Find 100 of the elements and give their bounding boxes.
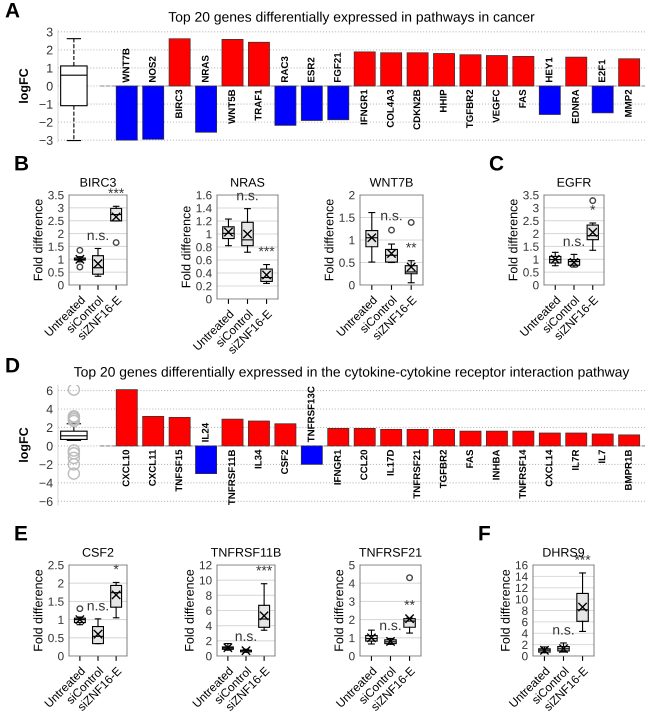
annotation: * <box>114 564 119 570</box>
chart-title: Top 20 genes differentially expressed in pathways in cancer <box>168 12 535 25</box>
y-tick-label: 6 <box>206 606 212 615</box>
x-tick-label: TNFRSF13C <box>308 386 314 442</box>
bar <box>486 430 508 446</box>
y-tick-label: −1 <box>40 100 53 109</box>
y-tick-label: 2.5 <box>48 216 64 226</box>
x-tick-label: RAC3 <box>281 56 288 82</box>
x-tick-label: CDKN2B <box>413 90 420 130</box>
y-tick-label: 3.5 <box>523 191 539 200</box>
x-tick-label: CXCL14 <box>546 450 552 486</box>
x-tick-label: IL7R <box>572 450 579 470</box>
x-tick-label: CXCL11 <box>148 450 156 486</box>
x-tick-label: TNFSF15 <box>175 450 182 492</box>
bar <box>222 418 244 446</box>
y-tick-label: 0 <box>46 442 53 451</box>
bar <box>592 434 614 446</box>
y-tick-label: 1 <box>349 236 355 244</box>
x-tick-label: FAS <box>466 450 474 468</box>
annotation: *** <box>256 566 272 571</box>
annotation: n.s. <box>381 212 402 220</box>
bar <box>195 86 217 133</box>
annotation: n.s. <box>88 232 108 240</box>
y-tick-label: 1.4 <box>196 204 212 212</box>
x-tick-label: TNFRSF11B <box>228 450 236 506</box>
bar <box>354 428 376 446</box>
bar <box>592 86 614 114</box>
y-tick-label: 2 <box>349 616 355 624</box>
bar <box>565 432 588 446</box>
y-tick-label: 2 <box>46 46 53 54</box>
y-tick-label: 2 <box>522 640 528 649</box>
y-tick-label: 0 <box>206 295 212 304</box>
bar <box>195 446 217 474</box>
bar <box>538 86 561 115</box>
y-tick-label: 1.5 <box>48 242 64 251</box>
bar <box>300 86 323 121</box>
y-tick-label: 1.5 <box>340 214 355 222</box>
y-tick-label: 3 <box>349 597 355 606</box>
y-tick-label: 3 <box>46 28 53 36</box>
x-tick-label: CCL20 <box>360 450 368 480</box>
y-tick-label: 2 <box>46 423 53 432</box>
y-tick-label: 4 <box>46 404 53 414</box>
y-tick-label: 0 <box>46 82 53 91</box>
x-tick-label: ESR2 <box>308 58 314 82</box>
x-tick-label: WNT5B <box>228 90 236 124</box>
y-tick-label: 0.5 <box>523 268 539 277</box>
y-tick-label: 4 <box>522 629 528 638</box>
y-tick-label: −2 <box>40 460 53 469</box>
bar <box>512 56 534 86</box>
x-tick-label: E2F1 <box>598 60 606 82</box>
y-tick-label: 4 <box>348 579 355 588</box>
x-tick-label: NOS2 <box>148 56 156 82</box>
x-tick-label: FAS <box>519 90 526 108</box>
y-tick-label: 0.5 <box>339 258 355 267</box>
bar <box>274 423 296 446</box>
y-tick-label: 0 <box>349 652 355 660</box>
bar <box>248 420 270 446</box>
y-tick-label: 2.5 <box>48 561 64 570</box>
text: B <box>15 156 28 170</box>
annotation: n.s. <box>236 633 256 642</box>
chart-title: BIRC3 <box>80 178 116 187</box>
bar <box>168 416 191 446</box>
text: A <box>6 3 20 18</box>
bar <box>116 86 138 141</box>
y-tick-label: 2.5 <box>523 216 539 226</box>
annotation: ** <box>406 242 416 248</box>
x-tick-label: CSF2 <box>281 450 288 474</box>
y-tick-label: −6 <box>40 497 53 506</box>
y-tick-label: 1 <box>58 616 64 624</box>
y-axis-title: Fold difference <box>184 570 194 651</box>
bar <box>380 428 402 446</box>
y-axis-title: Fold difference <box>181 206 190 288</box>
y-tick-label: −4 <box>40 478 53 488</box>
text: E <box>15 526 28 540</box>
y-axis-title: logFC <box>18 428 31 462</box>
y-tick-label: 0 <box>349 281 355 290</box>
text: F <box>479 526 490 540</box>
bar <box>406 52 429 86</box>
chart-title: TNFRSF21 <box>359 548 422 557</box>
bar <box>618 434 640 446</box>
chart-title: TNFRSF11B <box>210 548 281 557</box>
x-tick-label: INHBA <box>492 450 500 480</box>
bar <box>248 42 270 86</box>
annotation: *** <box>574 554 590 560</box>
y-tick-label: 8 <box>206 591 212 600</box>
y-axis-title: Fold difference <box>324 199 334 280</box>
x-tick-label: WNT7B <box>122 48 130 83</box>
y-tick-label: 8 <box>522 606 528 615</box>
y-tick-label: 0.8 <box>196 243 212 252</box>
y-tick-label: 0.2 <box>196 282 212 290</box>
bar <box>565 56 588 86</box>
x-tick-label: TGFBR2 <box>466 90 474 128</box>
y-tick-label: 1 <box>349 634 355 642</box>
y-tick-label: 5 <box>349 561 355 570</box>
bar <box>222 39 244 86</box>
x-tick-label: HHIP <box>440 90 447 112</box>
text: C <box>490 156 504 171</box>
y-tick-label: 0.5 <box>48 634 64 642</box>
y-tick-label: 6 <box>522 618 528 626</box>
y-axis-title: Fold difference <box>33 199 42 280</box>
